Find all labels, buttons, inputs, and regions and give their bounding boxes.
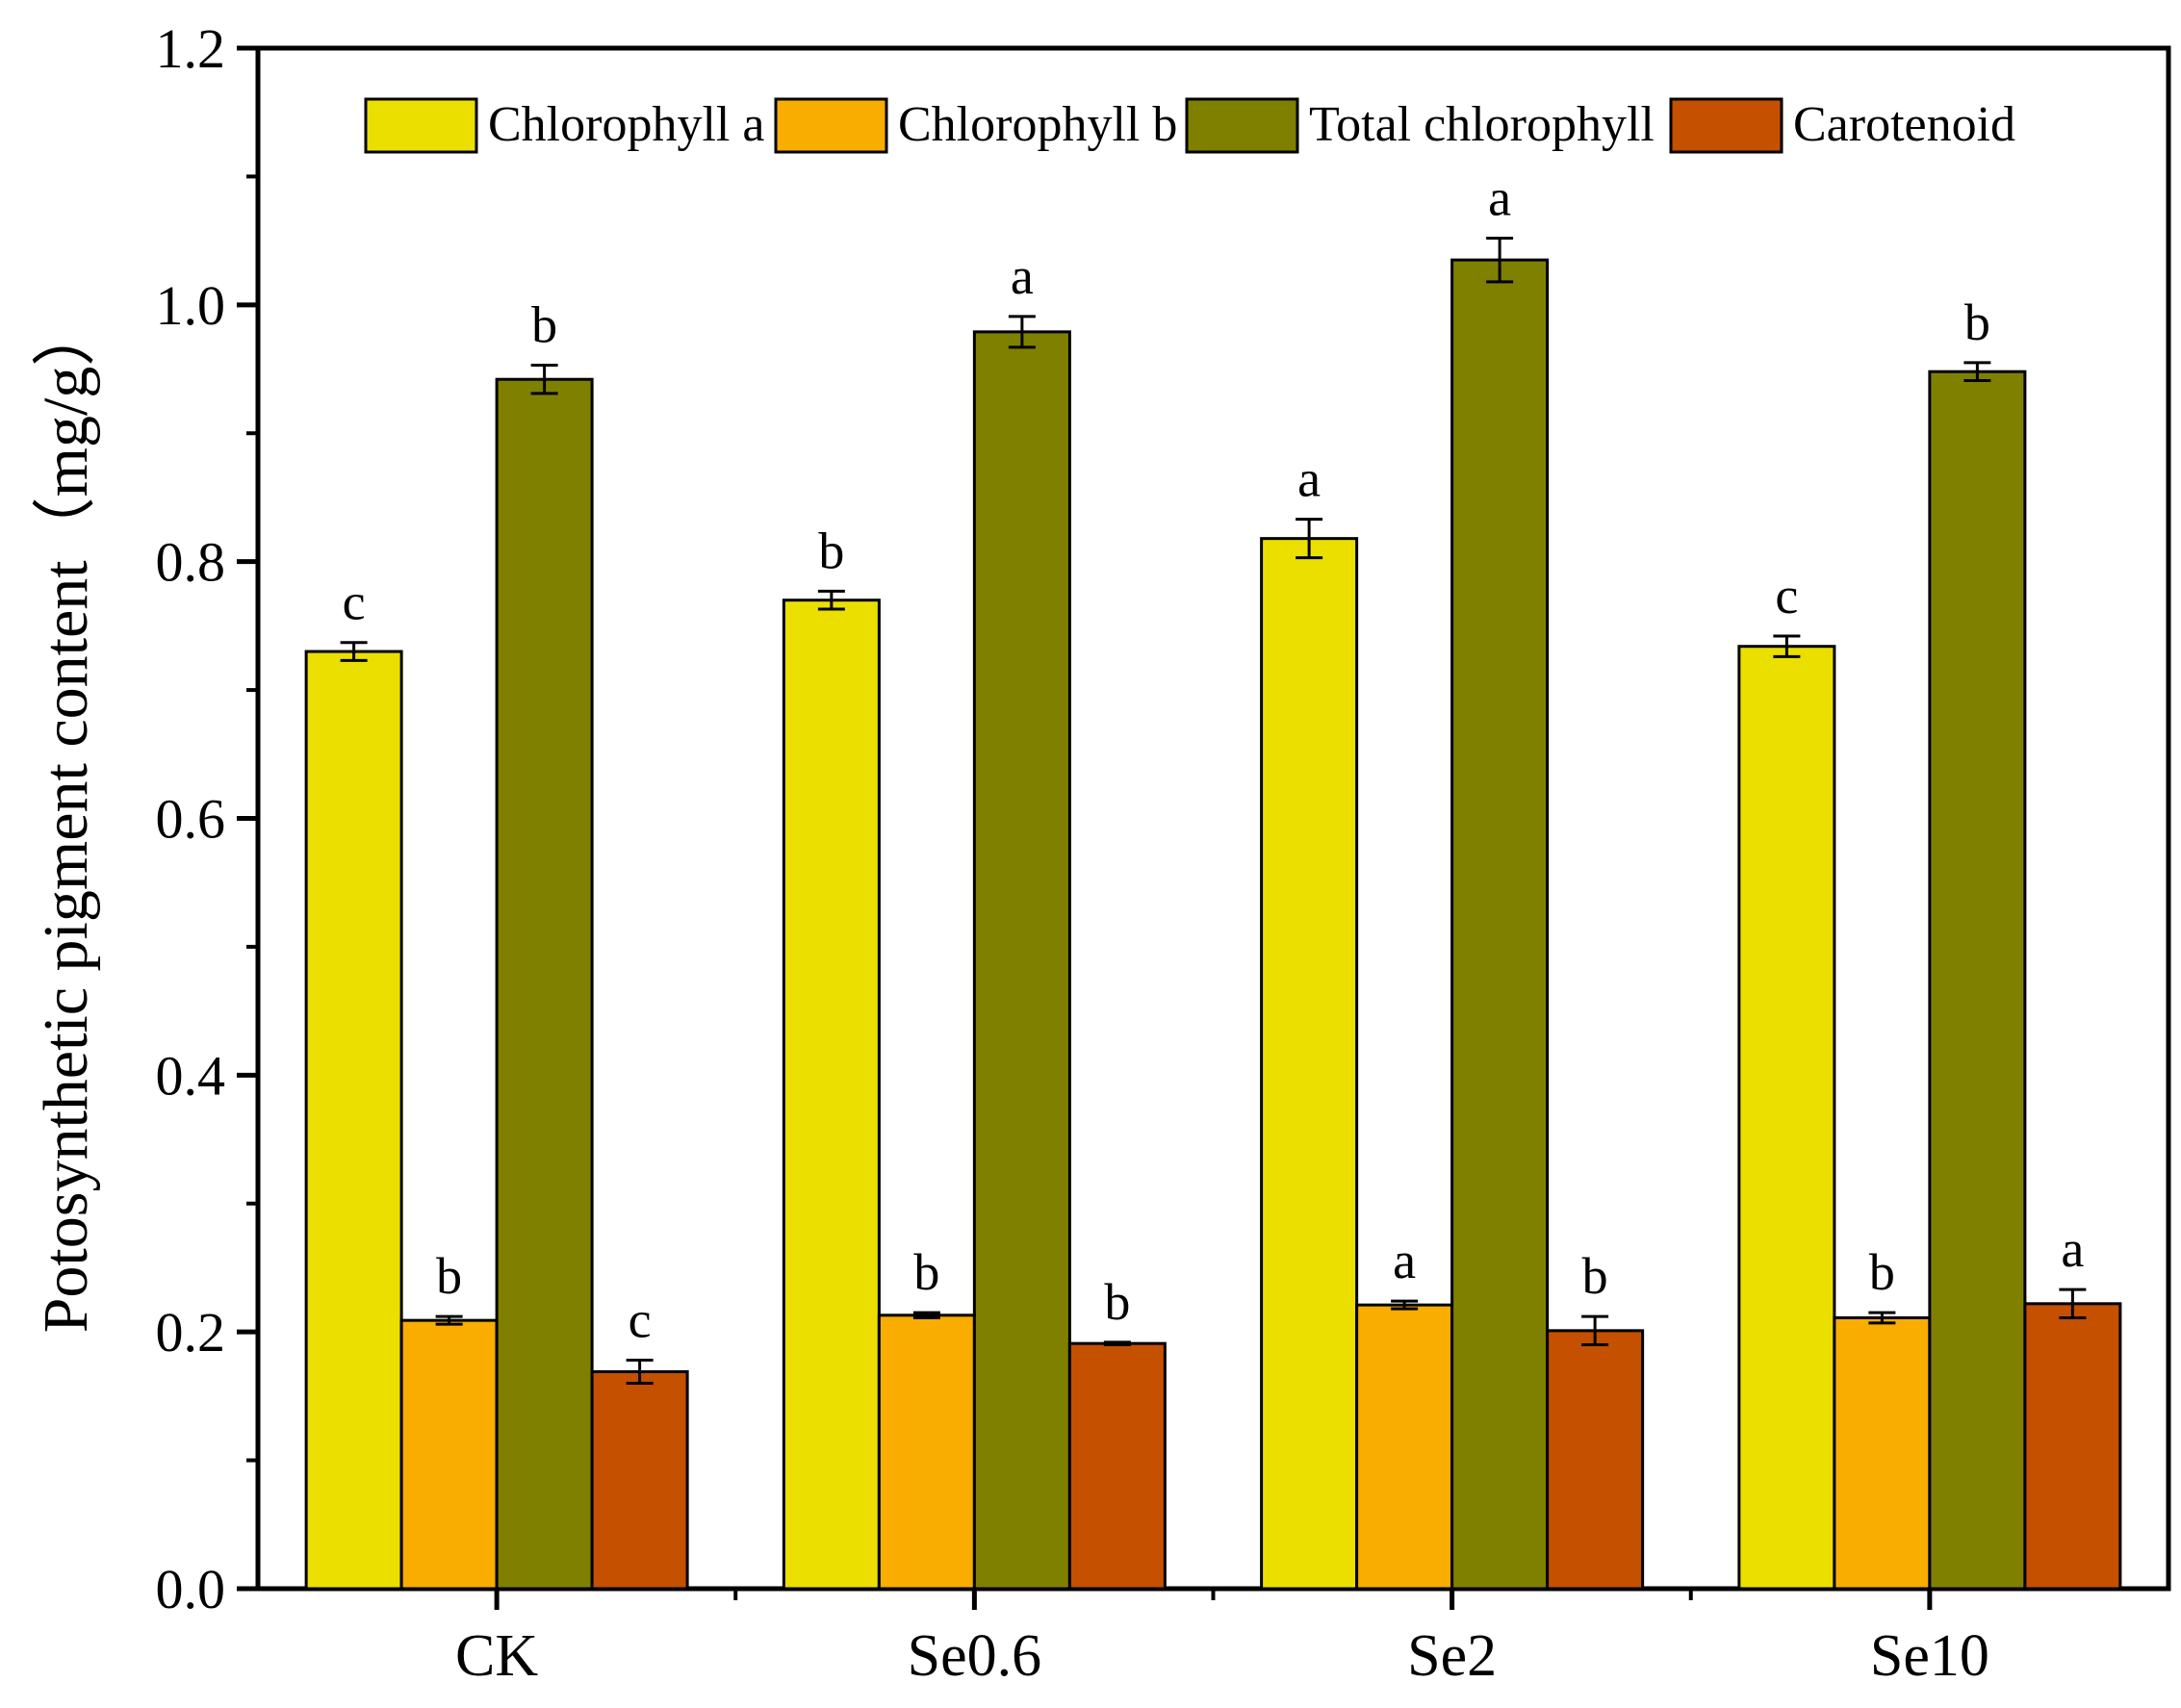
- legend-label: Chlorophyll b: [898, 97, 1177, 152]
- y-axis: 0.0 0.2 0.4 0.6 0.8 1.0 1.2: [156, 17, 258, 1620]
- significance-letter: a: [1011, 247, 1034, 305]
- legend-swatch: [364, 97, 478, 154]
- significance-letter: a: [1488, 168, 1511, 226]
- bars-layer: [304, 258, 2122, 1591]
- x-category-label: Se0.6: [908, 1623, 1042, 1689]
- significance-letter: c: [343, 574, 366, 631]
- legend-swatch: [1669, 97, 1783, 154]
- significance-letter: b: [1582, 1247, 1608, 1305]
- significance-letter: b: [1964, 293, 1990, 351]
- bar: [972, 330, 1071, 1591]
- bar: [1546, 1329, 1645, 1591]
- bar: [495, 377, 594, 1591]
- bar: [1833, 1315, 1932, 1591]
- bar: [1355, 1303, 1454, 1591]
- bar: [399, 1318, 499, 1591]
- x-axis: CK Se0.6 Se2 Se10: [455, 1589, 1989, 1689]
- x-category-label: Se10: [1870, 1623, 1989, 1689]
- y-tick-label: 0.6: [156, 788, 226, 851]
- significance-letter: b: [913, 1243, 939, 1301]
- legend-swatch: [1185, 97, 1299, 154]
- significance-letter: b: [436, 1247, 462, 1305]
- significance-letter: b: [1869, 1243, 1895, 1301]
- legend: Chlorophyll a Chlorophyll b Total chloroph…: [364, 97, 2015, 154]
- significance-letter: c: [629, 1291, 652, 1349]
- significance-letter: a: [1297, 450, 1321, 508]
- significance-letter: b: [1104, 1273, 1130, 1331]
- bar: [590, 1370, 689, 1591]
- legend-label: Chlorophyll a: [488, 97, 764, 152]
- y-tick-label: 1.2: [156, 17, 226, 80]
- bar: [782, 599, 881, 1591]
- bar: [304, 650, 403, 1591]
- bar: [1067, 1341, 1167, 1591]
- significance-letters-layer: c b b c b b a b a a a b c b b a: [343, 168, 2085, 1348]
- bar: [1737, 645, 1836, 1591]
- bar: [2023, 1302, 2122, 1591]
- y-tick-label: 0.0: [156, 1558, 226, 1620]
- significance-letter: b: [818, 522, 844, 579]
- significance-letter: b: [531, 296, 557, 354]
- bar: [1260, 537, 1359, 1591]
- bar: [1450, 258, 1550, 1591]
- y-tick-label: 0.2: [156, 1301, 226, 1364]
- significance-letter: c: [1775, 567, 1798, 625]
- legend-label: Total chlorophyll: [1309, 97, 1655, 152]
- legend-label: Carotenoid: [1793, 97, 2015, 152]
- y-axis-title: Potosynthetic pigment content（mg/g）: [31, 303, 101, 1334]
- x-category-label: Se2: [1407, 1623, 1497, 1689]
- bar: [877, 1313, 976, 1591]
- y-tick-label: 1.0: [156, 274, 226, 337]
- y-tick-label: 0.4: [156, 1044, 226, 1107]
- x-category-label: CK: [455, 1623, 538, 1689]
- error-bars-layer: [340, 236, 2087, 1386]
- significance-letter: a: [2061, 1220, 2084, 1278]
- y-tick-label: 0.8: [156, 531, 226, 594]
- legend-swatch: [774, 97, 888, 154]
- bar: [1928, 370, 2027, 1591]
- significance-letter: a: [1393, 1232, 1416, 1289]
